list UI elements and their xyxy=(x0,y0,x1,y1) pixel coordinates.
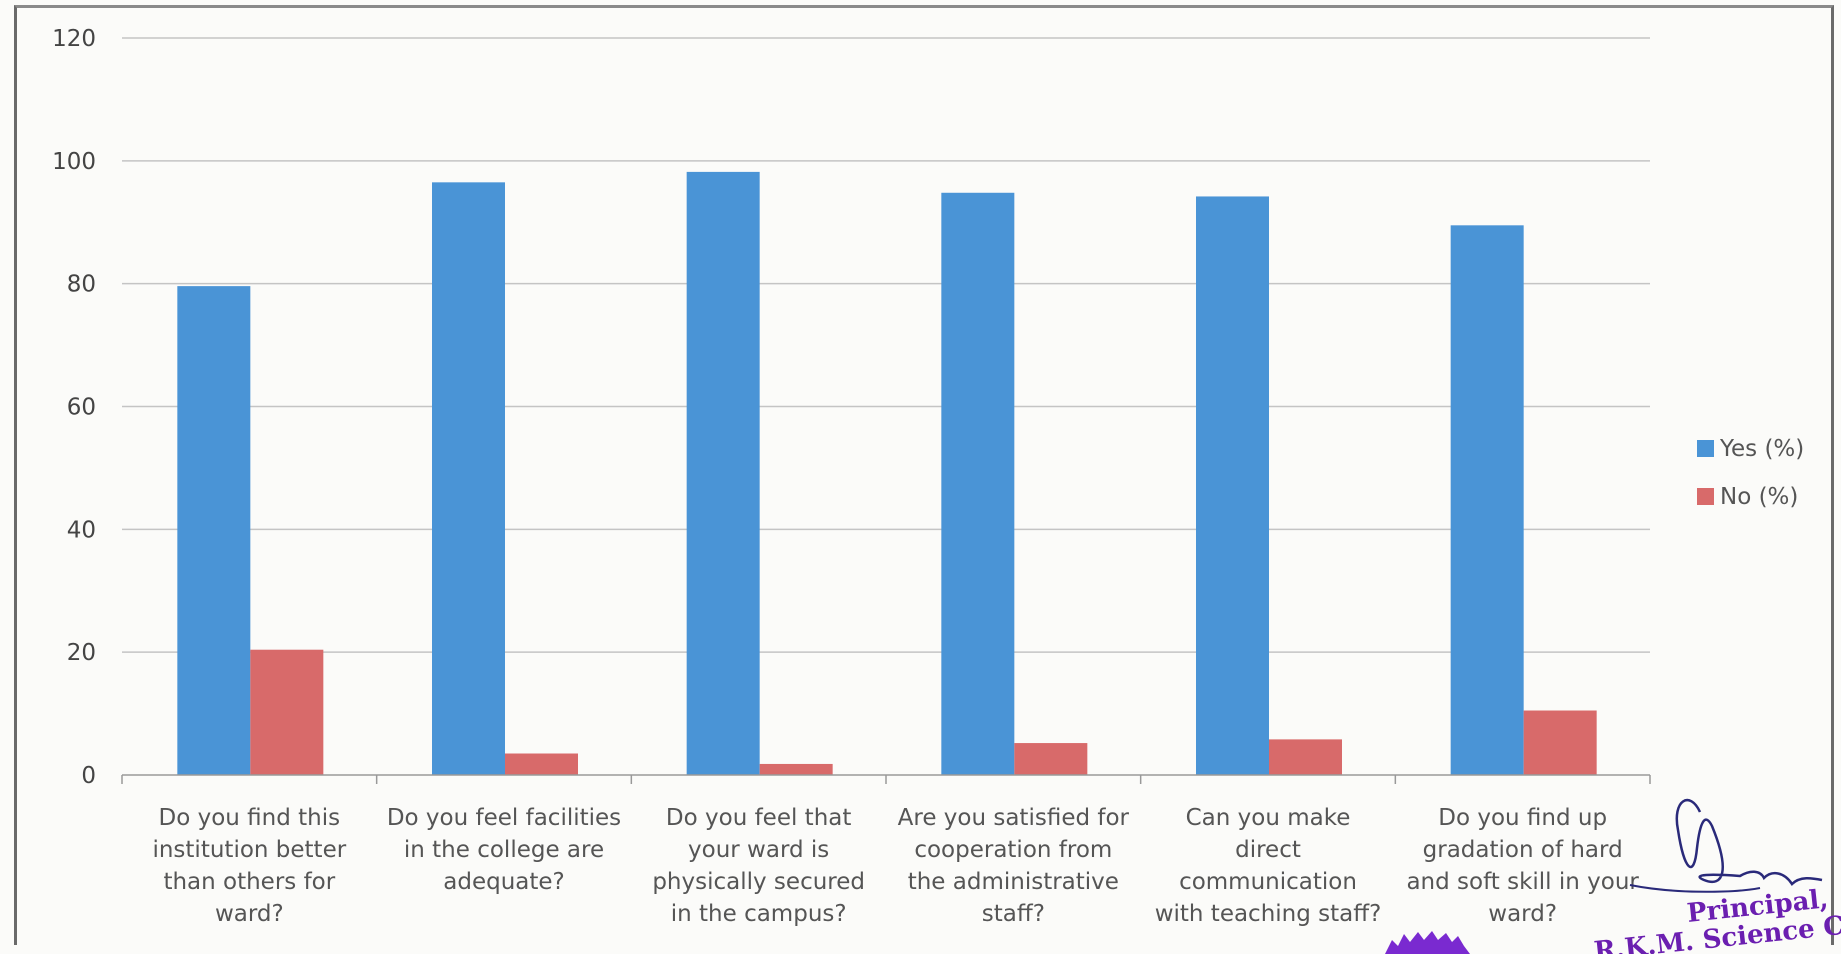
y-axis-ticks: 0 20 40 60 80 100 120 xyxy=(52,26,96,789)
signature-scribble xyxy=(1675,798,1823,886)
category-labels: Do you find this institution better than o… xyxy=(152,805,1639,927)
y-tick-label: 100 xyxy=(52,149,96,175)
y-tick-label: 60 xyxy=(67,395,96,421)
bar-no-4 xyxy=(1014,743,1088,775)
legend-swatch-no xyxy=(1697,488,1714,505)
bar-no-5 xyxy=(1269,739,1342,775)
chart-frame xyxy=(14,5,1834,945)
legend-label-no: No (%) xyxy=(1720,484,1798,510)
bar-yes-1 xyxy=(177,286,251,775)
bar-yes-6 xyxy=(1450,225,1524,776)
bar-no-2 xyxy=(505,753,578,775)
legend-swatch-yes xyxy=(1697,440,1714,457)
bar-yes-2 xyxy=(432,182,505,775)
bar-no-1 xyxy=(250,649,324,775)
y-tick-label: 20 xyxy=(67,640,96,666)
seal-stamp-edge xyxy=(1385,931,1470,954)
x-axis xyxy=(121,774,1651,784)
category-label-1: Do you find this institution better than o… xyxy=(152,805,346,927)
category-label-2: Do you feel facilities in the college are… xyxy=(387,805,621,895)
y-tick-label: 120 xyxy=(52,26,96,52)
gridlines xyxy=(122,37,1650,653)
legend: Yes (%) No (%) xyxy=(1697,436,1804,510)
y-tick-label: 0 xyxy=(81,763,96,789)
signature-underline xyxy=(1629,884,1761,893)
bars xyxy=(177,171,1597,776)
bar-yes-5 xyxy=(1196,196,1269,775)
category-label-4: Are you satisfied for cooperation from the… xyxy=(898,805,1130,927)
category-label-5: Can you make direct communication with teac… xyxy=(1155,805,1382,927)
y-tick-label: 40 xyxy=(67,517,96,543)
y-tick-label: 80 xyxy=(67,272,96,298)
bar-no-6 xyxy=(1523,710,1597,775)
category-label-3: Do you feel that your ward is physically s… xyxy=(652,805,865,927)
category-label-6: Do you find up gradation of hard and soft … xyxy=(1406,805,1639,927)
bar-yes-4 xyxy=(941,192,1015,775)
legend-label-yes: Yes (%) xyxy=(1719,436,1804,462)
bar-no-3 xyxy=(759,763,833,775)
bar-yes-3 xyxy=(686,171,760,776)
